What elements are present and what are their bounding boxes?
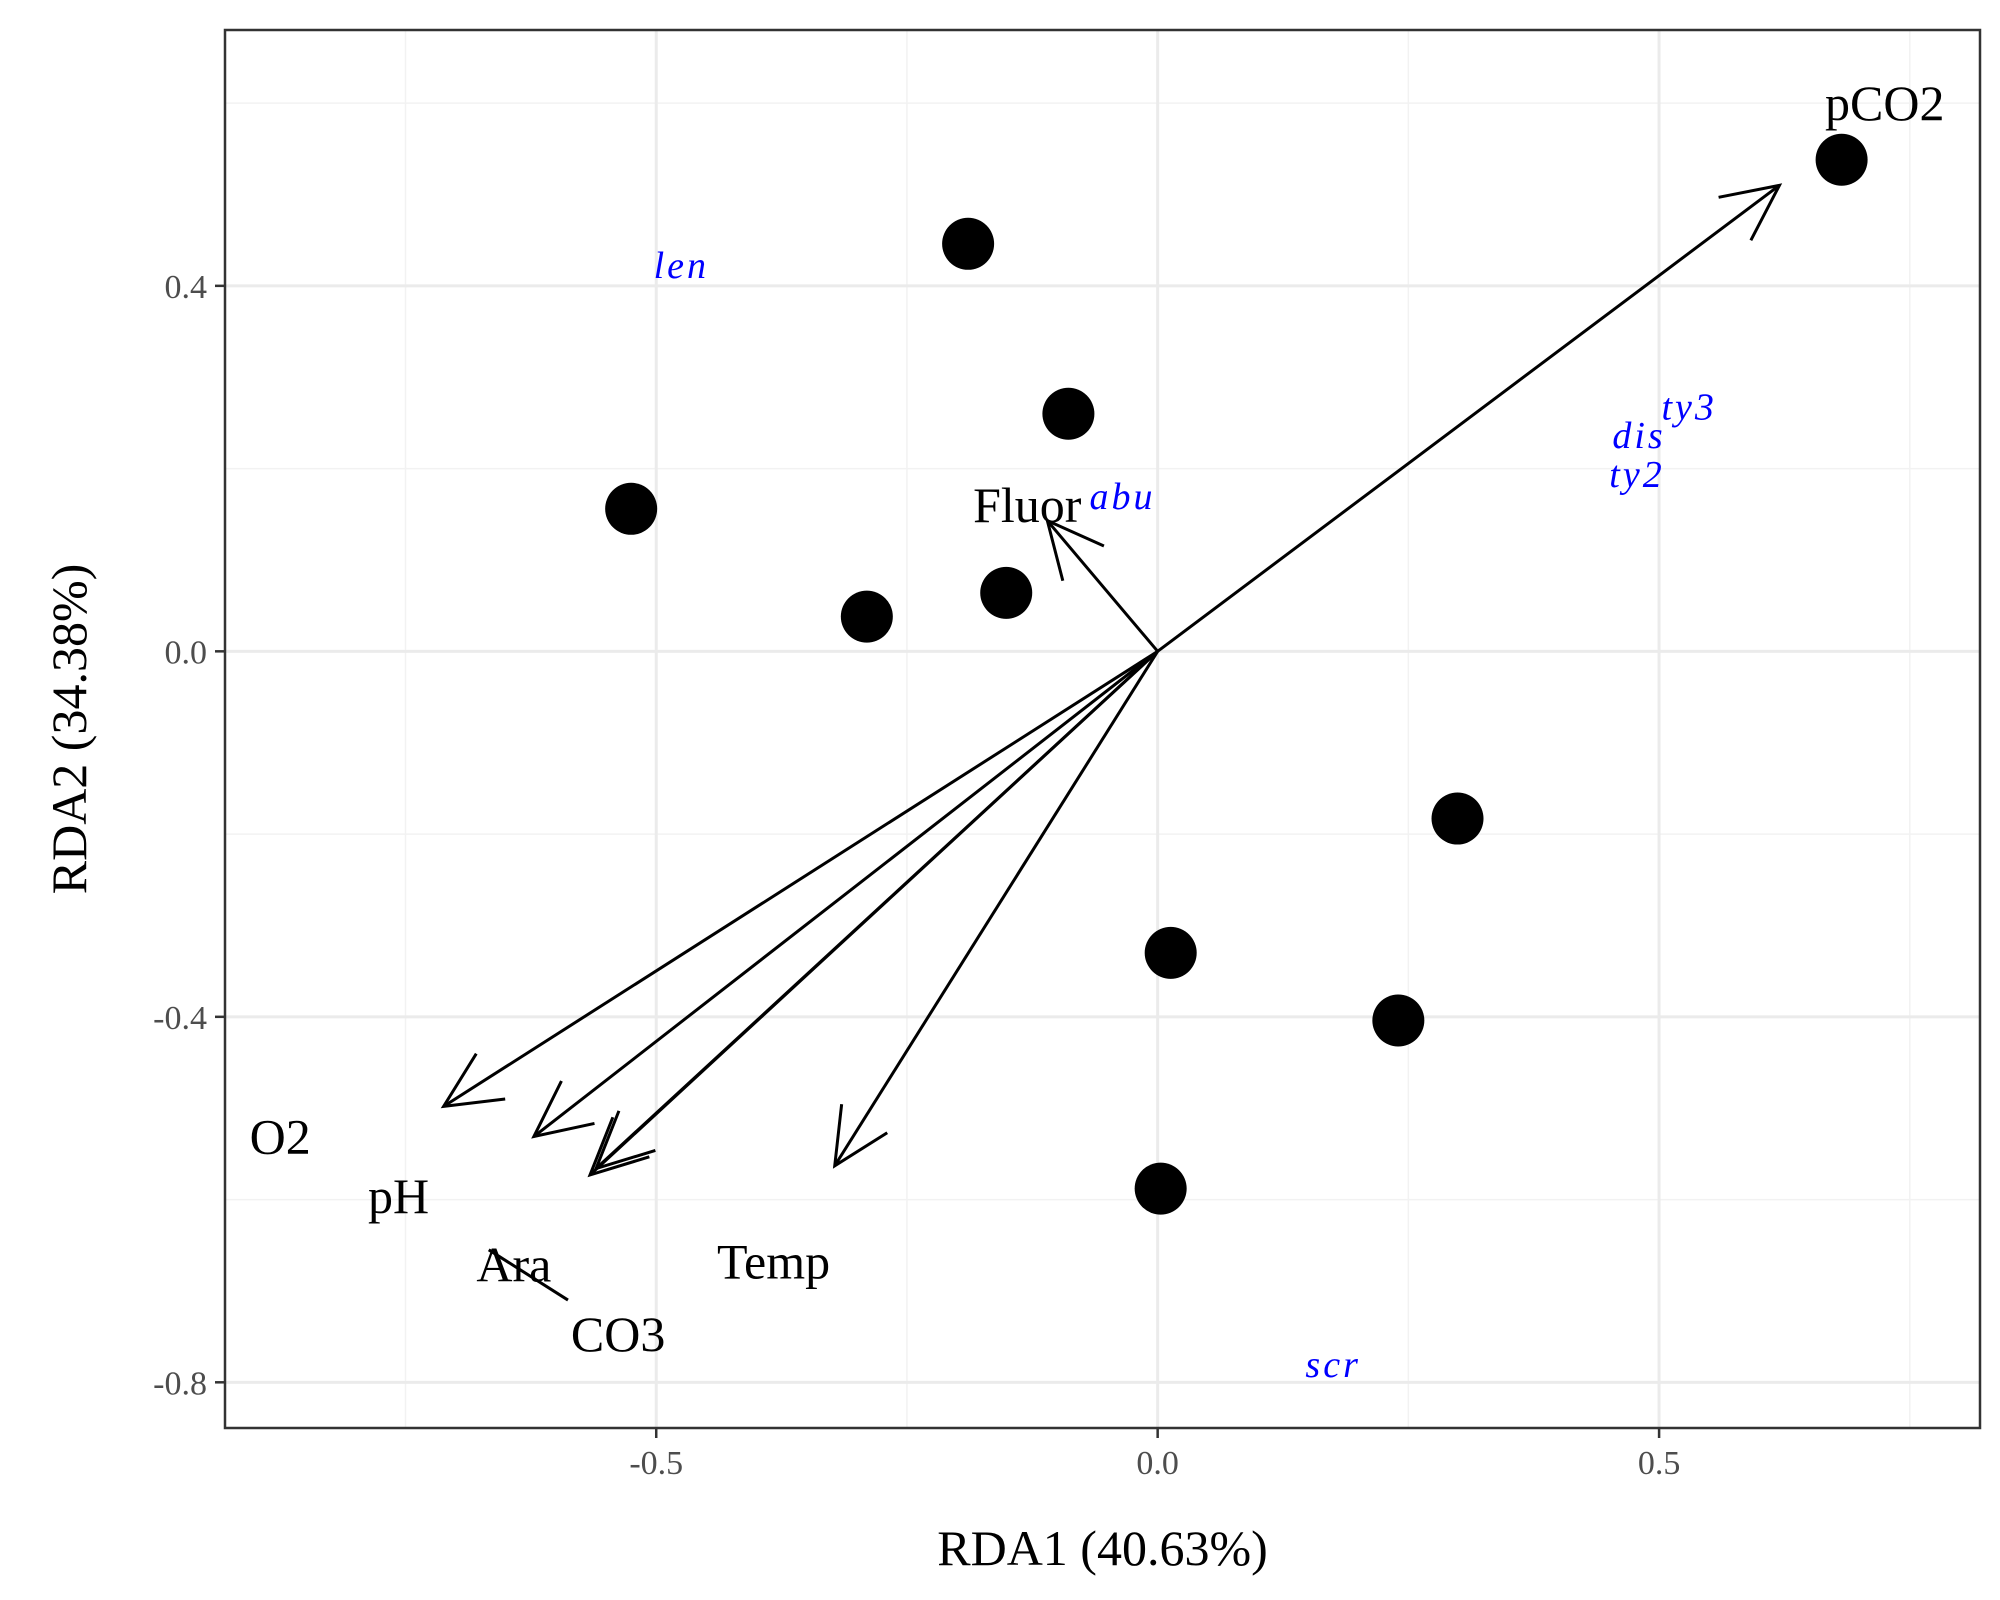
vector-label-Ara: Ara <box>476 1236 551 1292</box>
site-point <box>1144 926 1197 979</box>
vector-arrowhead-pH <box>531 1080 595 1139</box>
y-tick-label: -0.4 <box>153 1000 207 1037</box>
species-label-dis: dis <box>1612 415 1665 457</box>
x-tick-label: 0.0 <box>1136 1445 1179 1482</box>
site-points <box>605 133 1868 1215</box>
x-axis-ticks: -0.5 0.0 0.5 <box>629 1428 1680 1482</box>
x-axis-title: RDA1 (40.63%) <box>937 1520 1268 1576</box>
vector-pH <box>532 650 1159 1138</box>
species-label-abu: abu <box>1090 476 1156 518</box>
vector-label-CO3: CO3 <box>571 1306 665 1362</box>
vector-label-pCO2: pCO2 <box>1825 75 1944 131</box>
species-label-len: len <box>654 245 709 287</box>
species-label-ty3: ty3 <box>1661 386 1716 428</box>
species-label-scr: scr <box>1305 1344 1360 1386</box>
y-tick-label: -0.8 <box>153 1365 207 1402</box>
site-point <box>1042 387 1095 440</box>
site-point <box>1372 994 1425 1047</box>
vector-label-pH: pH <box>368 1168 429 1224</box>
vector-label-connector <box>487 1248 569 1302</box>
vector-Fluor <box>1046 519 1159 653</box>
x-tick-label: 0.5 <box>1638 1445 1681 1482</box>
vector-label-Temp: Temp <box>717 1234 830 1290</box>
site-point <box>840 590 893 643</box>
vector-arrowhead-pCO2 <box>1718 183 1783 242</box>
grid-minor <box>225 30 1980 1428</box>
site-point <box>1134 1162 1187 1215</box>
vector-labels: pCO2 Fluor O2 pH Ara CO3 Temp <box>250 75 1945 1362</box>
y-tick-label: 0.0 <box>165 634 208 671</box>
site-point <box>942 217 995 270</box>
species-label-ty2: ty2 <box>1609 454 1664 496</box>
vector-Temp <box>833 650 1159 1167</box>
vector-arrowhead-CO3 <box>587 1116 650 1178</box>
site-point <box>980 566 1033 619</box>
vector-arrowhead-Temp <box>832 1103 889 1169</box>
y-axis-title: RDA2 (34.38%) <box>41 564 97 895</box>
site-point <box>1431 792 1484 845</box>
environmental-vectors <box>440 183 1783 1302</box>
vector-CO3 <box>589 650 1159 1177</box>
x-tick-label: -0.5 <box>629 1445 683 1482</box>
y-axis-ticks: 0.4 0.0 -0.4 -0.8 <box>153 269 225 1402</box>
y-tick-label: 0.4 <box>165 269 208 306</box>
vector-O2 <box>442 650 1159 1108</box>
panel-border <box>223 28 1982 1430</box>
site-point <box>605 482 658 535</box>
vector-arrowhead-Fluor <box>1045 518 1105 582</box>
vector-label-Fluor: Fluor <box>973 477 1082 533</box>
vector-label-O2: O2 <box>250 1109 311 1165</box>
site-point <box>1815 133 1868 186</box>
vector-arrowhead-O2 <box>440 1052 506 1109</box>
vector-pCO2 <box>1156 184 1781 653</box>
